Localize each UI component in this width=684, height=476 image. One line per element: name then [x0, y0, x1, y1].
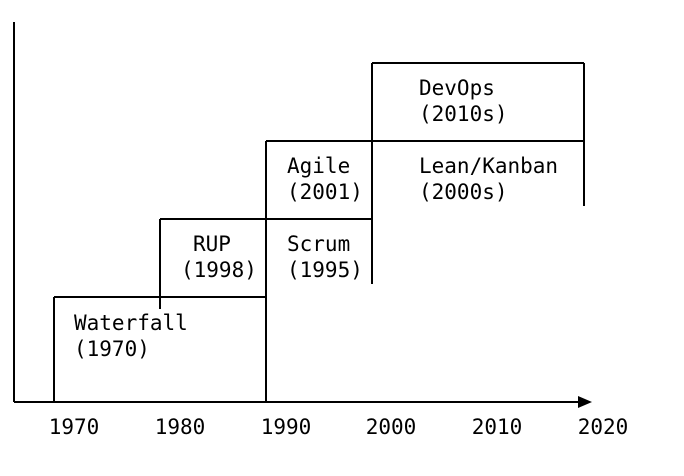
x-tick-label: 1990 [261, 415, 312, 439]
scrum-year: (1995) [287, 258, 363, 282]
x-tick-label: 2020 [578, 415, 629, 439]
lean-kanban-year: (2000s) [419, 180, 508, 204]
agile-scrum-box [265, 140, 584, 402]
x-tick-label: 1970 [49, 415, 100, 439]
devops-label: DevOps [419, 76, 495, 100]
rup-year: (1998) [181, 258, 257, 282]
devops-year: (2010s) [419, 102, 508, 126]
devops-box [371, 62, 585, 206]
lean-kanban-label: Lean/Kanban [419, 154, 558, 178]
x-axis-arrow-icon [578, 396, 592, 408]
waterfall-year: (1970) [74, 337, 150, 361]
rup-label: RUP [193, 232, 231, 256]
waterfall-label: Waterfall [74, 311, 188, 335]
x-tick-label: 2000 [366, 415, 417, 439]
agile-label: Agile [287, 154, 350, 178]
agile-year: (2001) [287, 180, 363, 204]
x-tick-label: 1980 [155, 415, 206, 439]
x-tick-label: 2010 [472, 415, 523, 439]
scrum-label: Scrum [287, 232, 350, 256]
